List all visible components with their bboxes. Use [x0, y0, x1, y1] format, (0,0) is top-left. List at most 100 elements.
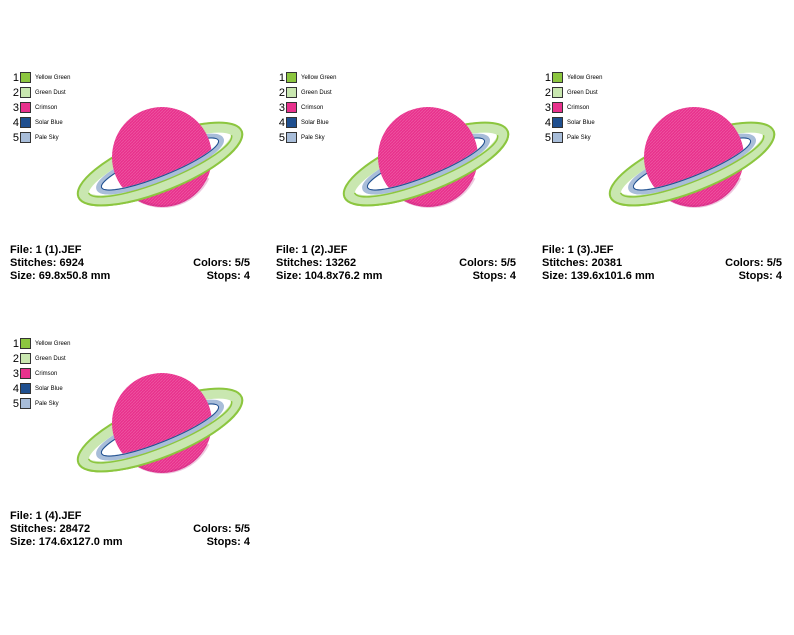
planet-shade: [395, 177, 476, 208]
color-name: Pale Sky: [35, 134, 59, 141]
legend-item: 3 Crimson: [10, 100, 70, 115]
legend-number: 5: [12, 397, 19, 410]
color-name: Green Dust: [35, 89, 66, 96]
legend-item: 5 Pale Sky: [542, 130, 602, 145]
ring-front: [77, 130, 244, 207]
color-swatch: [20, 383, 31, 394]
info-row-size: Size: 69.8x50.8 mm Stops: 4: [10, 270, 250, 283]
color-name: Crimson: [35, 104, 58, 111]
color-name: Green Dust: [35, 355, 66, 362]
planet-embroidery-preview: [342, 107, 510, 208]
legend-item: 4 Solar Blue: [542, 115, 602, 130]
stop-count: Stops: 4: [206, 270, 250, 282]
legend-number: 2: [12, 86, 19, 99]
ring-front-inner: [362, 138, 490, 195]
legend-number: 1: [544, 71, 551, 84]
stitch-count: Stitches: 20381: [542, 257, 623, 269]
color-count: Colors: 5/5: [725, 257, 782, 269]
legend-item: 4 Solar Blue: [10, 115, 70, 130]
ring-front-outer: [78, 131, 242, 207]
file-card: 1 Yellow Green 2 Green Dust 3 Crimson 4 Solar B…: [10, 70, 260, 305]
color-count: Colors: 5/5: [193, 523, 250, 535]
legend-item: 3 Crimson: [542, 100, 602, 115]
color-name: Yellow Green: [567, 74, 603, 81]
legend-number: 3: [12, 101, 19, 114]
color-name: Pale Sky: [301, 134, 325, 141]
legend-item: 1 Yellow Green: [276, 70, 337, 85]
legend-item: 5 Pale Sky: [10, 396, 70, 411]
color-swatch: [552, 132, 563, 143]
legend-item: 5 Pale Sky: [10, 130, 70, 145]
color-swatch: [552, 117, 563, 128]
planet-embroidery-preview: [76, 107, 244, 208]
ring-front-inner-edge: [367, 140, 486, 191]
color-legend: 1 Yellow Green 2 Green Dust 3 Crimson 4 Solar B…: [542, 70, 603, 145]
legend-number: 4: [278, 116, 285, 129]
legend-item: 2 Green Dust: [542, 85, 602, 100]
color-name: Solar Blue: [567, 119, 595, 126]
color-name: Solar Blue: [301, 119, 329, 126]
stop-count: Stops: 4: [206, 536, 250, 548]
info-row-size: Size: 139.6x101.6 mm Stops: 4: [542, 270, 782, 283]
legend-number: 5: [544, 131, 551, 144]
color-name: Solar Blue: [35, 119, 63, 126]
color-name: Yellow Green: [35, 74, 71, 81]
info-row-size: Size: 104.8x76.2 mm Stops: 4: [276, 270, 516, 283]
file-name: File: 1 (1).JEF: [10, 244, 82, 256]
legend-number: 1: [278, 71, 285, 84]
ring-front-outer: [344, 131, 508, 207]
legend-item: 3 Crimson: [10, 366, 70, 381]
file-info: File: 1 (3).JEF Stitches: 20381 Colors: …: [542, 244, 782, 283]
design-size: Size: 174.6x127.0 mm: [10, 536, 123, 548]
color-name: Yellow Green: [301, 74, 337, 81]
ring-front-outer-edge: [343, 130, 510, 207]
ring-front-outer-edge: [609, 130, 776, 207]
color-name: Pale Sky: [35, 400, 59, 407]
legend-number: 4: [12, 382, 19, 395]
legend-item: 2 Green Dust: [10, 85, 70, 100]
color-name: Solar Blue: [35, 385, 63, 392]
info-row-stitches: Stitches: 20381 Colors: 5/5: [542, 257, 782, 270]
color-count: Colors: 5/5: [459, 257, 516, 269]
ring-front-inner: [96, 404, 224, 461]
info-row-file: File: 1 (2).JEF: [276, 244, 516, 257]
legend-item: 1 Yellow Green: [10, 336, 71, 351]
ring-front-inner-edge: [101, 140, 220, 191]
ring-front-outer-inner-edge: [87, 400, 233, 464]
legend-number: 1: [12, 337, 19, 350]
ring-front-inner-edge: [101, 406, 220, 457]
file-info: File: 1 (2).JEF Stitches: 13262 Colors: …: [276, 244, 516, 283]
legend-number: 1: [12, 71, 19, 84]
legend-number: 3: [12, 367, 19, 380]
color-swatch: [20, 102, 31, 113]
color-swatch: [20, 398, 31, 409]
stop-count: Stops: 4: [472, 270, 516, 282]
info-row-size: Size: 174.6x127.0 mm Stops: 4: [10, 536, 250, 549]
stop-count: Stops: 4: [738, 270, 782, 282]
ring-front: [77, 396, 244, 473]
info-row-file: File: 1 (3).JEF: [542, 244, 782, 257]
color-swatch: [286, 72, 297, 83]
color-swatch: [286, 132, 297, 143]
design-size: Size: 69.8x50.8 mm: [10, 270, 111, 282]
color-name: Crimson: [35, 370, 58, 377]
legend-item: 5 Pale Sky: [276, 130, 336, 145]
color-swatch: [20, 353, 31, 364]
legend-item: 4 Solar Blue: [276, 115, 336, 130]
color-legend: 1 Yellow Green 2 Green Dust 3 Crimson 4 Solar B…: [276, 70, 337, 145]
color-swatch: [552, 87, 563, 98]
color-swatch: [286, 102, 297, 113]
legend-item: 2 Green Dust: [276, 85, 336, 100]
color-swatch: [286, 87, 297, 98]
color-swatch: [20, 117, 31, 128]
planet-shade: [129, 443, 210, 474]
legend-item: 1 Yellow Green: [10, 70, 71, 85]
ring-front-outer-inner-edge: [619, 134, 765, 198]
design-size: Size: 104.8x76.2 mm: [276, 270, 383, 282]
ring-front: [609, 130, 776, 207]
ring-front-outer: [78, 397, 242, 473]
file-card: 1 Yellow Green 2 Green Dust 3 Crimson 4 Solar B…: [10, 336, 260, 571]
ring-front-outer-edge: [77, 396, 244, 473]
ring-front-inner: [96, 138, 224, 195]
legend-number: 2: [544, 86, 551, 99]
